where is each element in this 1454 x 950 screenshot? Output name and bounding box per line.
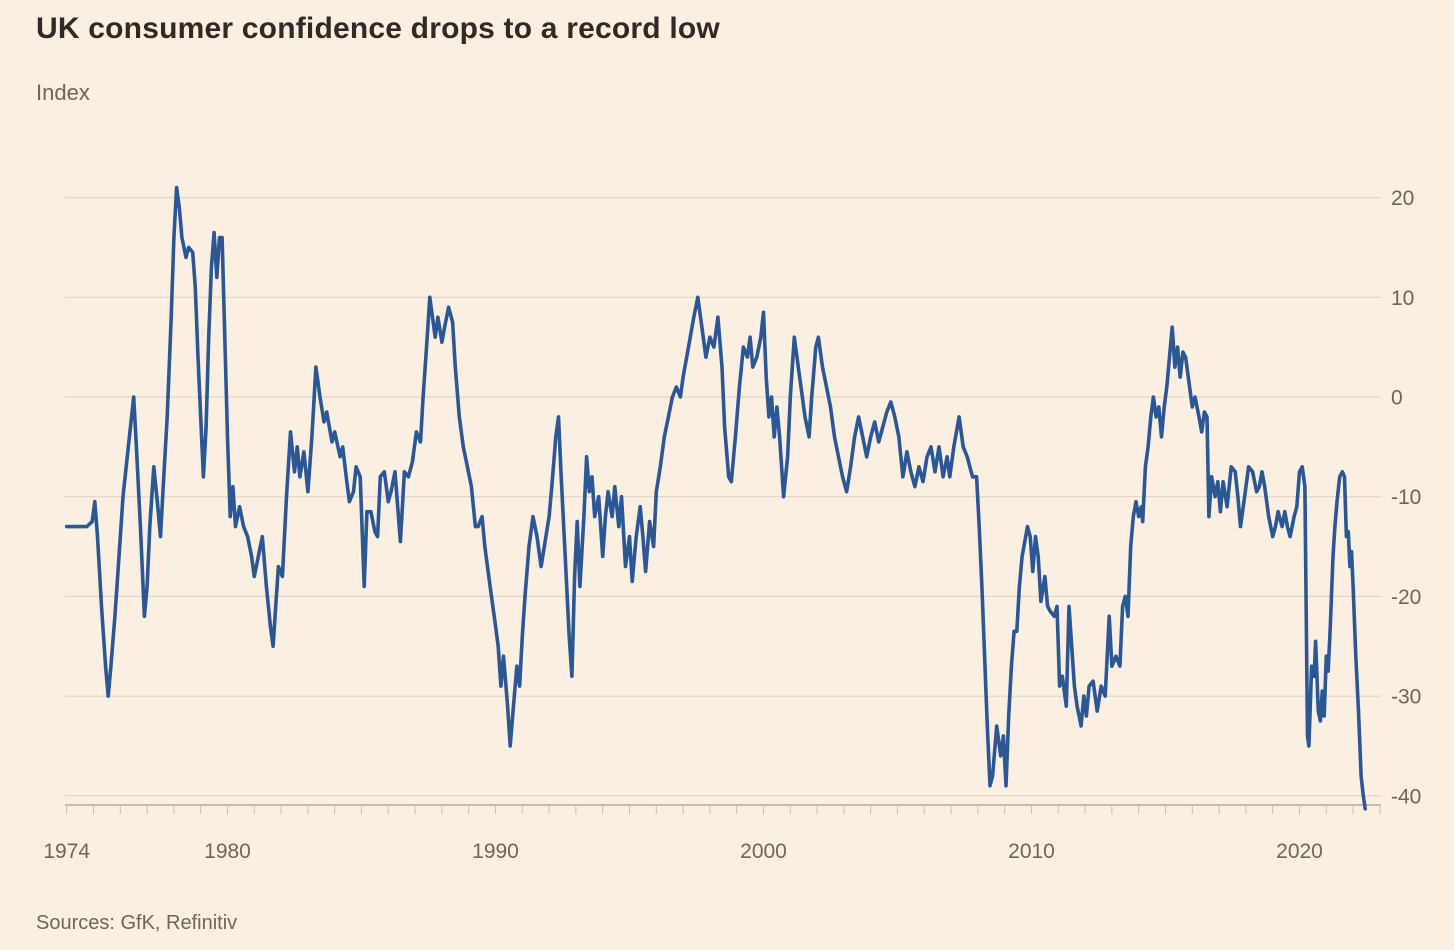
y-axis-tick-label: -10 (1391, 486, 1421, 509)
y-axis-tick-label: -30 (1391, 686, 1421, 709)
x-axis-tick-label: 1990 (472, 840, 519, 863)
x-axis-tick-label: 1974 (43, 840, 90, 863)
x-axis-tick-label: 2000 (740, 840, 787, 863)
y-axis-tick-label: 10 (1391, 287, 1414, 310)
y-axis-tick-label: 20 (1391, 187, 1414, 210)
x-axis-tick-label: 2020 (1276, 840, 1323, 863)
y-axis-tick-label: -40 (1391, 785, 1421, 808)
chart-subtitle-index: Index (36, 80, 90, 105)
confidence-series-line (64, 185, 1367, 811)
x-axis-tick-label: 2010 (1008, 840, 1055, 863)
y-axis-tick-label: 0 (1391, 387, 1403, 410)
source-note: Sources: GfK, Refinitiv (36, 912, 238, 934)
x-axis-tick-label: 1980 (204, 840, 251, 863)
chart-title: UK consumer confidence drops to a record… (36, 12, 720, 45)
y-axis-tick-label: -20 (1391, 586, 1421, 609)
